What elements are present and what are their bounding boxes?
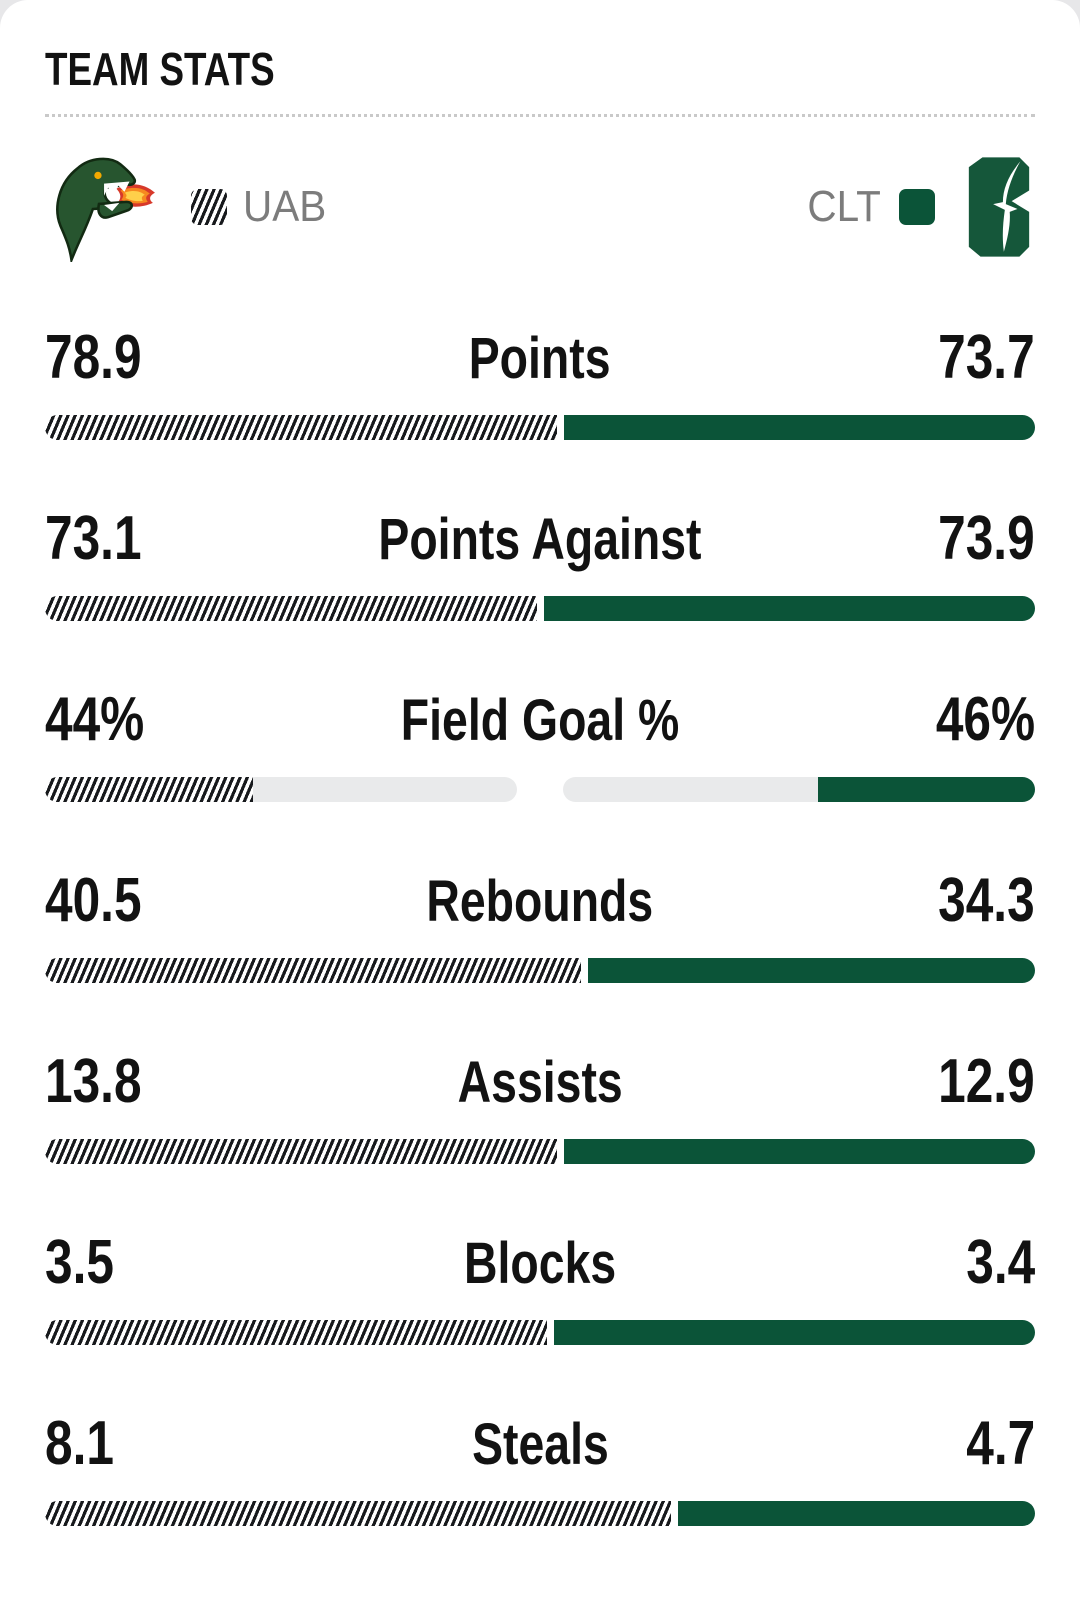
home-value: 34.3 [938,866,1035,935]
stat-row: 44% Field Goal % 46% [45,689,1035,802]
away-bar-segment [45,415,557,440]
stat-line: 3.5 Blocks 3.4 [45,1232,1035,1295]
stat-label: Points [469,326,611,391]
home-bar-fill [817,777,1035,802]
stat-label: Blocks [463,1231,617,1296]
away-value: 13.8 [45,1047,142,1116]
home-bar-segment [678,1501,1035,1526]
stat-label: Assists [457,1050,623,1115]
stat-bar-split [45,1139,1035,1164]
stat-line: 73.1 Points Against 73.9 [45,508,1035,571]
away-bar-segment [45,1139,557,1164]
stat-line: 78.9 Points 73.7 [45,327,1035,390]
charlotte-c-icon [963,155,1035,259]
away-value: 78.9 [45,323,142,392]
clt-legend-swatch [899,189,935,225]
team-legend-row: UAB CLT [45,151,1035,265]
dotted-divider [45,114,1035,117]
stat-label-wrap: Points Against [338,509,742,571]
away-bar-fill [45,777,253,802]
stat-row: 40.5 Rebounds 34.3 [45,870,1035,983]
home-team: CLT [801,155,1035,259]
home-bar-segment [563,415,1035,440]
stat-line: 40.5 Rebounds 34.3 [45,870,1035,933]
stat-bar-split [45,415,1035,440]
stat-label: Points Against [378,507,702,572]
stat-row: 78.9 Points 73.7 [45,327,1035,440]
home-value: 12.9 [938,1047,1035,1116]
away-bar-segment [45,596,538,621]
stat-row: 73.1 Points Against 73.9 [45,508,1035,621]
stat-label: Steals [471,1412,609,1477]
uab-dragon-icon [45,152,157,265]
home-bar-segment [587,958,1035,983]
away-value: 8.1 [45,1409,114,1478]
stat-bar-split [45,1501,1035,1526]
stat-label-wrap: Field Goal % [366,690,714,752]
away-bar-segment [45,958,581,983]
stat-line: 13.8 Assists 12.9 [45,1051,1035,1114]
home-bar-segment [563,1139,1035,1164]
stat-row: 8.1 Steals 4.7 [45,1413,1035,1526]
away-value: 73.1 [45,504,142,573]
home-value: 73.7 [938,323,1035,392]
stat-line: 44% Field Goal % 46% [45,689,1035,752]
home-team-abbr: CLT [807,182,881,231]
uab-legend-swatch [191,189,227,225]
stat-label-wrap: Blocks [445,1233,635,1295]
stat-row: 3.5 Blocks 3.4 [45,1232,1035,1345]
home-value: 46% [935,685,1035,754]
stat-label: Field Goal % [400,688,680,753]
home-value: 73.9 [938,504,1035,573]
away-bar-segment [45,1501,672,1526]
team-stats-list: 78.9 Points 73.7 73.1 Points Against 73.9 44% F… [45,327,1035,1526]
stat-label-wrap: Points [451,328,628,390]
stat-label-wrap: Assists [437,1052,643,1114]
away-value: 40.5 [45,866,142,935]
stat-label-wrap: Rebounds [398,871,682,933]
away-team: UAB [45,152,333,265]
home-bar-segment [554,1320,1035,1345]
away-value: 44% [45,685,145,754]
home-bar-segment [544,596,1035,621]
stat-row: 13.8 Assists 12.9 [45,1051,1035,1164]
stat-line: 8.1 Steals 4.7 [45,1413,1035,1476]
stat-bar-percent [45,777,1035,802]
away-value: 3.5 [45,1228,114,1297]
away-team-abbr: UAB [243,182,327,231]
home-track [563,777,1035,802]
stat-bar-split [45,958,1035,983]
stat-label-wrap: Steals [455,1414,626,1476]
away-bar-segment [45,1320,548,1345]
page-title: TEAM STATS [45,43,275,95]
home-value: 4.7 [966,1409,1035,1478]
stat-bar-split [45,1320,1035,1345]
home-value: 3.4 [966,1228,1035,1297]
stat-bar-split [45,596,1035,621]
away-track [45,777,517,802]
stat-label: Rebounds [426,869,654,934]
